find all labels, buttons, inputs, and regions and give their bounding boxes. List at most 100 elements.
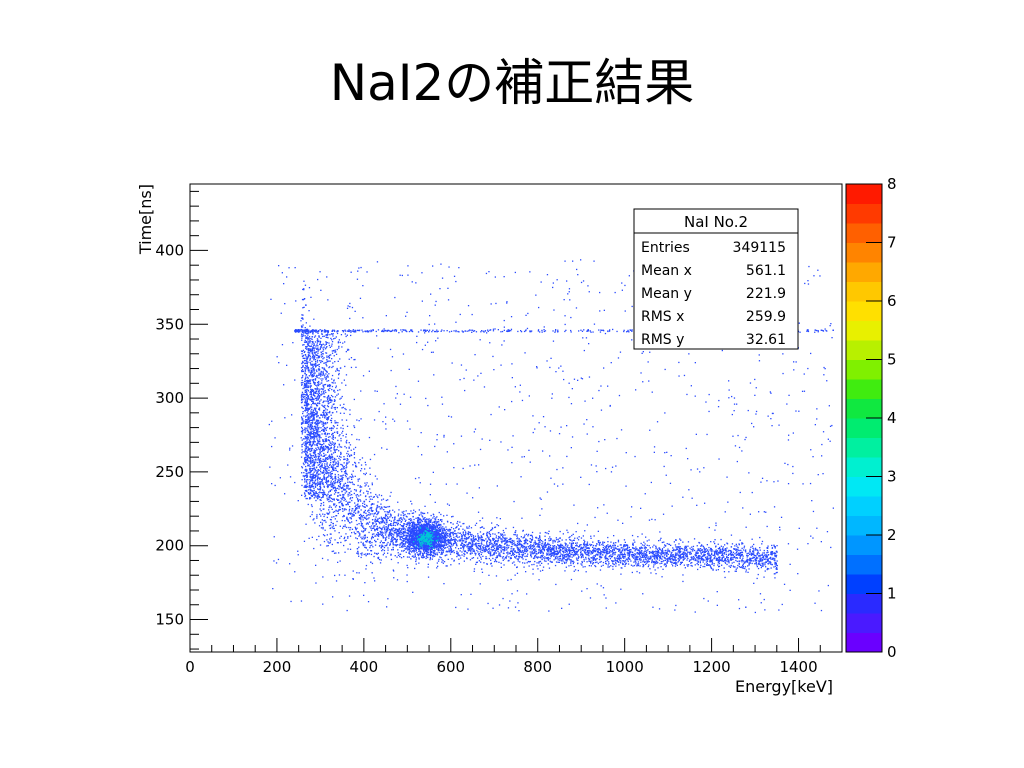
data-point	[684, 555, 687, 557]
data-point	[611, 550, 613, 552]
data-point	[469, 546, 471, 548]
data-point	[340, 440, 342, 442]
data-point	[377, 520, 379, 522]
data-point	[346, 460, 348, 462]
data-point	[571, 549, 573, 552]
data-point	[559, 544, 561, 547]
data-point	[494, 550, 497, 552]
data-point	[643, 559, 645, 561]
data-point	[364, 517, 366, 519]
data-point	[495, 540, 497, 542]
data-point	[375, 493, 377, 496]
data-point	[351, 513, 353, 515]
data-point	[739, 551, 741, 554]
data-point	[685, 556, 687, 558]
data-point	[661, 550, 663, 552]
data-point	[545, 560, 547, 562]
data-point	[649, 556, 651, 558]
data-point	[343, 544, 345, 547]
data-point	[726, 563, 728, 566]
data-point	[550, 548, 552, 551]
data-point	[730, 557, 732, 559]
data-point	[578, 546, 581, 548]
data-point	[584, 551, 586, 554]
data-point	[325, 408, 327, 410]
data-point	[453, 560, 455, 562]
data-point	[730, 546, 733, 548]
data-point	[549, 547, 551, 549]
data-point	[528, 561, 530, 563]
data-point	[670, 560, 672, 562]
data-point	[326, 462, 328, 464]
data-point	[494, 545, 496, 547]
data-point	[370, 508, 373, 510]
data-point	[517, 558, 519, 560]
data-point	[627, 554, 629, 556]
data-point	[399, 523, 401, 526]
data-point	[638, 549, 640, 551]
data-point	[519, 550, 521, 553]
data-point	[661, 558, 663, 560]
data-point	[577, 557, 579, 559]
data-point	[453, 528, 455, 530]
data-point	[628, 546, 630, 549]
data-point	[507, 560, 509, 562]
data-point	[471, 548, 473, 550]
data-point	[310, 473, 312, 476]
data-point	[320, 503, 323, 505]
data-point	[326, 499, 329, 501]
data-point	[562, 557, 564, 559]
data-point	[500, 546, 502, 548]
data-point	[501, 557, 504, 559]
data-point	[331, 417, 333, 420]
data-point	[364, 516, 366, 518]
data-point	[585, 545, 588, 547]
data-point	[360, 486, 363, 488]
data-point	[462, 531, 464, 533]
data-point	[482, 533, 484, 536]
data-point	[697, 560, 700, 562]
data-point	[547, 542, 549, 544]
data-point	[334, 481, 337, 483]
data-point	[489, 553, 492, 556]
data-point	[617, 541, 620, 543]
data-point	[462, 546, 464, 548]
data-point	[512, 549, 515, 551]
data-point	[583, 543, 585, 545]
data-point	[395, 528, 397, 530]
data-point	[389, 530, 391, 532]
data-point	[320, 527, 323, 529]
data-point	[348, 446, 350, 448]
data-point	[548, 554, 550, 556]
data-point	[360, 509, 362, 511]
data-point	[468, 527, 470, 529]
data-point	[766, 547, 768, 549]
data-point	[368, 553, 370, 555]
data-point	[436, 562, 438, 564]
data-point	[699, 558, 701, 560]
data-point	[717, 562, 719, 564]
data-point	[612, 548, 615, 550]
data-point	[312, 368, 314, 370]
data-point	[623, 560, 625, 562]
data-point	[335, 552, 337, 554]
data-point	[321, 522, 324, 524]
data-point	[323, 493, 326, 496]
data-point	[519, 549, 521, 551]
data-point	[384, 530, 386, 532]
data-point	[455, 547, 457, 549]
data-point	[320, 468, 322, 470]
data-point	[365, 472, 367, 474]
data-point	[313, 449, 315, 451]
data-point	[568, 550, 571, 552]
data-point	[377, 496, 379, 499]
data-point	[759, 559, 761, 561]
data-point	[362, 492, 365, 494]
data-point	[640, 559, 642, 561]
data-point	[619, 551, 621, 554]
data-point	[301, 484, 303, 487]
data-point	[490, 548, 492, 551]
data-point	[505, 557, 507, 560]
data-point	[405, 519, 407, 521]
data-point	[570, 539, 572, 541]
